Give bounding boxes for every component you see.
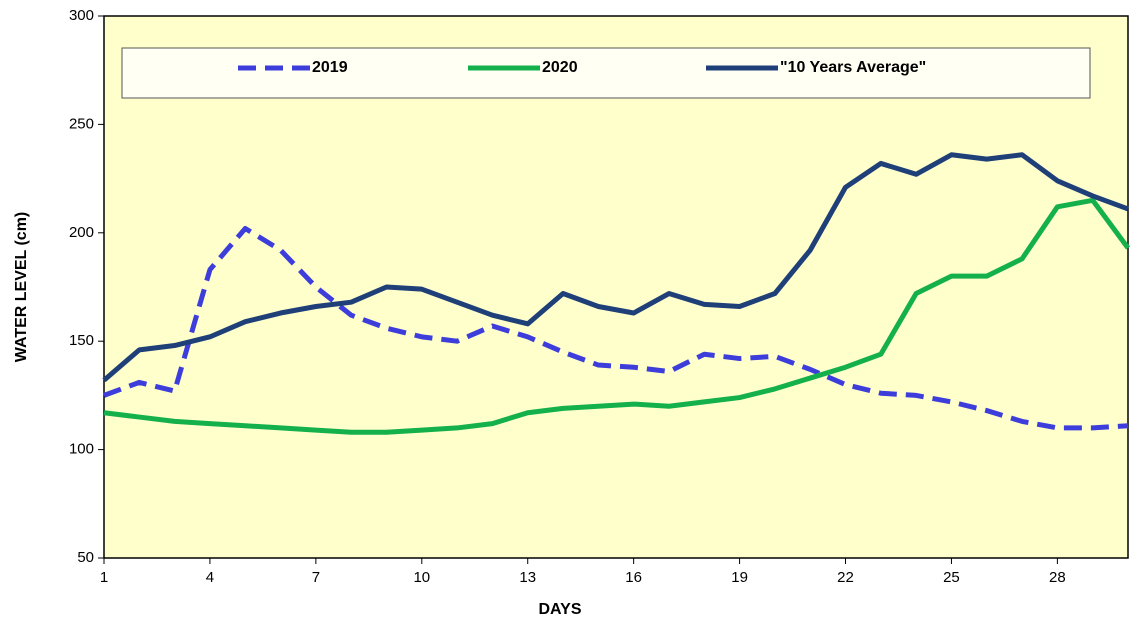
x-tick-label: 1	[100, 569, 108, 586]
legend: 2019 2020 "10 Years Average"	[121, 47, 1091, 99]
x-tick-label: 13	[519, 569, 536, 586]
series-line	[102, 152, 1129, 383]
x-tick-label: 25	[943, 569, 960, 586]
x-tick-label: 22	[837, 569, 854, 586]
x-tick-label: 7	[312, 569, 320, 586]
x-tick-label: 19	[731, 569, 748, 586]
plot-area	[103, 15, 1129, 559]
x-tick-label: 16	[625, 569, 642, 586]
x-tick-label: 4	[206, 569, 214, 586]
y-tick-label: 300	[69, 7, 94, 24]
y-axis-label: WATER LEVEL (cm)	[13, 212, 30, 363]
y-tick-label: 200	[69, 224, 94, 241]
legend-label: 2019	[312, 59, 348, 76]
y-tick-label: 100	[69, 441, 94, 458]
legend-label: "10 Years Average"	[780, 59, 926, 76]
x-axis-label: DAYS	[539, 601, 582, 618]
x-tick-label: 28	[1049, 569, 1066, 586]
legend-box	[121, 47, 1091, 99]
legend-label: 2020	[542, 59, 578, 76]
x-tick-label: 10	[413, 569, 430, 586]
y-tick-label: 50	[77, 549, 94, 566]
series-line	[103, 197, 1130, 435]
y-tick-label: 250	[69, 115, 94, 132]
y-tick-label: 150	[69, 332, 94, 349]
